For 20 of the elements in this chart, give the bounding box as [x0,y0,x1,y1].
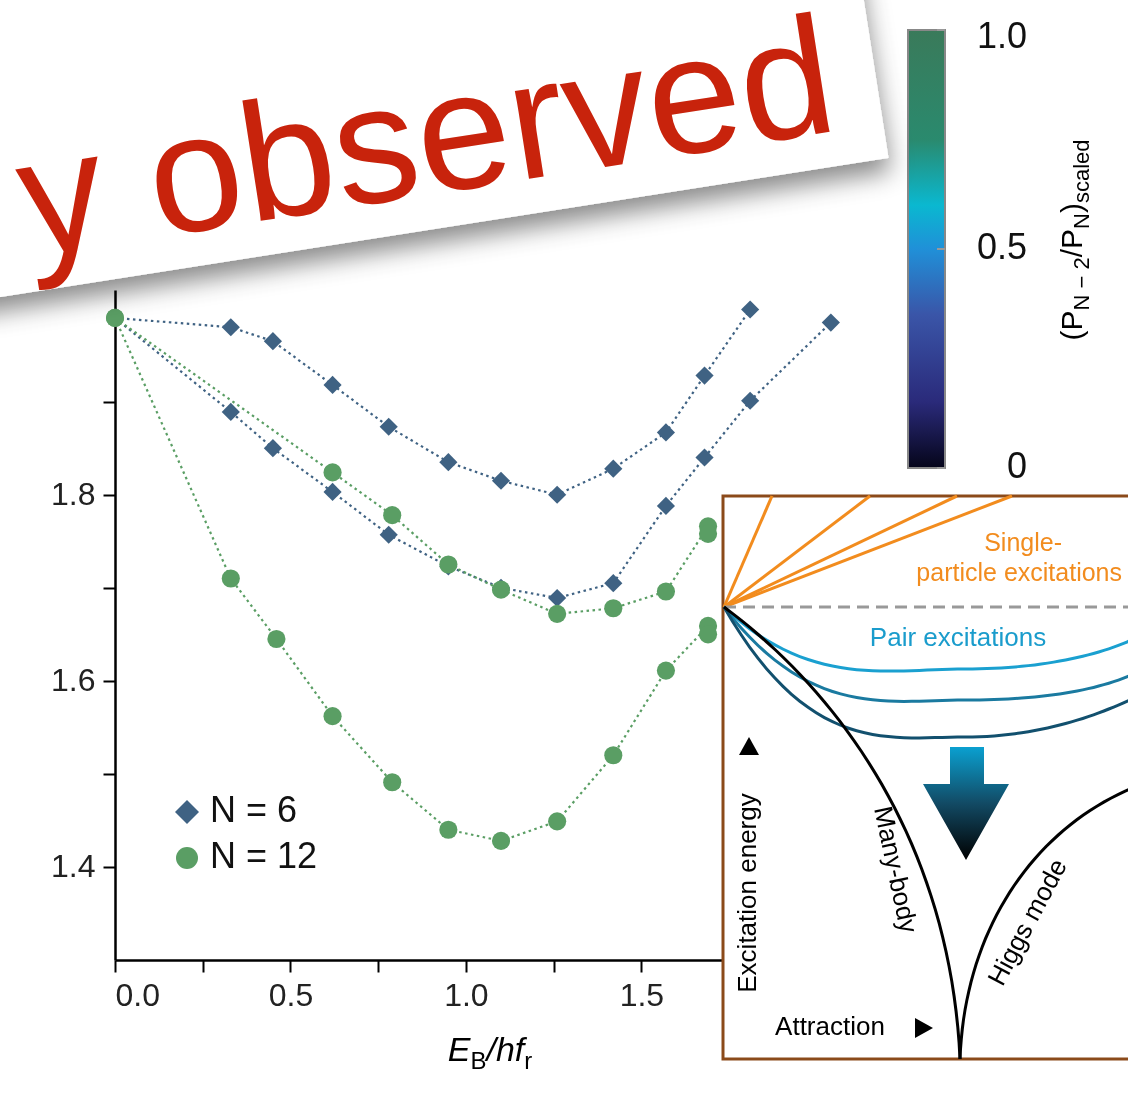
annotation: Pair excitations [869,621,1047,652]
annotation: Excitation energy [731,793,762,993]
x-tick-label: 0.5 [268,976,314,1013]
y-tick-label: 1.6 [51,662,96,699]
x-tick-label: 1.0 [444,976,489,1013]
color-bar-label: 0 [1006,444,1027,486]
y-tick-label: 1.8 [51,476,96,513]
x-axis-title: E$_{B}$/hf$_{r}$ [446,1030,534,1075]
color-bar-label: 0.5 [976,225,1027,267]
color-bar-label: 1.0 [976,14,1027,56]
annotation: Many-body [868,803,925,936]
legend-label: N = 12 [210,834,318,876]
text: Attraction [775,1010,885,1041]
y-tick-label: 1.4 [51,848,96,885]
text: Single-particle excitations [916,528,1122,586]
x-tick-label: 1.5 [619,976,665,1013]
text: Higgs mode [981,853,1073,991]
chart-title: y observed [5,0,846,293]
x-tick-label: 0.0 [115,976,160,1013]
legend-label: N = 6 [210,788,298,830]
